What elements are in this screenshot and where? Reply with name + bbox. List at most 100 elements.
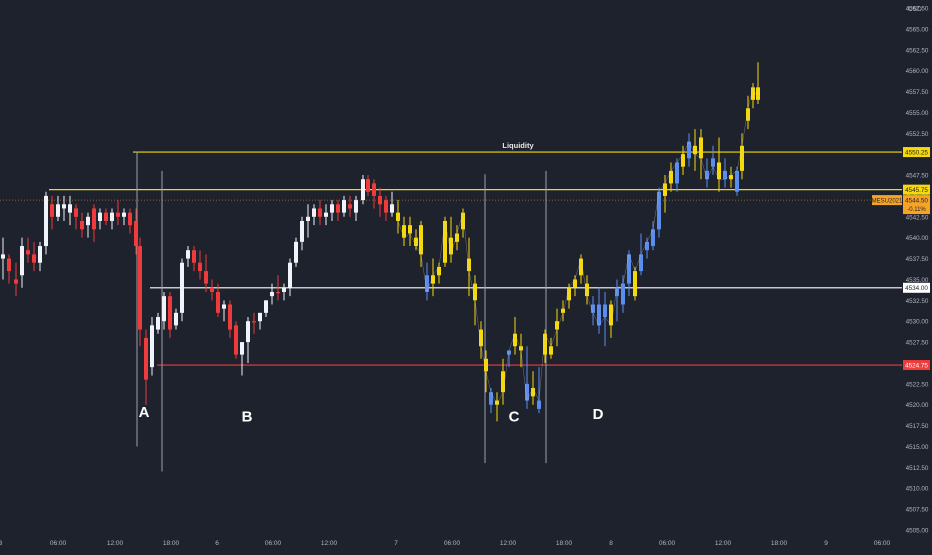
- candle-body: [501, 371, 505, 393]
- y-tick-label: 4540.00: [906, 235, 929, 242]
- candle-body: [98, 212, 102, 221]
- candle-body: [549, 346, 553, 355]
- candle: [44, 191, 48, 255]
- candle: [419, 220, 423, 267]
- candle-body: [204, 271, 208, 284]
- y-tick-label: 4547.50: [906, 173, 929, 180]
- candle-body: [252, 321, 256, 323]
- candle-body: [44, 195, 48, 247]
- candle: [282, 283, 286, 301]
- y-tick-label: 4522.50: [906, 381, 929, 388]
- candle-body: [246, 321, 250, 343]
- candle-body: [134, 220, 138, 247]
- candle: [240, 342, 244, 376]
- candle-body: [348, 204, 352, 209]
- candle-body: [192, 250, 196, 263]
- candle: [378, 187, 382, 217]
- candle-body: [408, 225, 412, 234]
- candle: [443, 216, 447, 267]
- candle-body: [669, 170, 673, 184]
- candle-body: [633, 271, 637, 297]
- currency-label: USD: [908, 6, 922, 13]
- candle-body: [270, 291, 274, 297]
- candle-body: [282, 287, 286, 292]
- candle: [192, 246, 196, 272]
- candle: [621, 275, 625, 313]
- candle: [294, 237, 298, 267]
- last-price-label: 4544.50: [905, 197, 928, 204]
- candle: [699, 129, 703, 180]
- candle: [144, 329, 148, 405]
- candle: [717, 137, 721, 192]
- y-tick-label: 4530.00: [906, 319, 929, 326]
- candle-body: [651, 229, 655, 247]
- candle-body: [693, 145, 697, 155]
- candle: [80, 212, 84, 238]
- price-tag: [903, 184, 930, 195]
- candle: [396, 200, 400, 234]
- candle: [366, 175, 370, 196]
- candle: [50, 195, 54, 230]
- candle-body: [222, 304, 226, 309]
- candle-body: [288, 262, 292, 288]
- price-path: [397, 86, 759, 406]
- candle-body: [174, 312, 178, 326]
- price-tag-label: 4534.00: [905, 285, 928, 292]
- candle: [693, 129, 697, 171]
- candle: [168, 291, 172, 338]
- candle: [156, 312, 160, 334]
- candle-body: [479, 329, 483, 347]
- candle-body: [455, 233, 459, 242]
- candle-body: [627, 254, 631, 284]
- candle: [186, 246, 190, 267]
- y-tick-label: 4510.00: [906, 486, 929, 493]
- candle-body: [240, 342, 244, 355]
- candle-body: [603, 304, 607, 318]
- candle: [681, 145, 685, 176]
- candle: [479, 321, 483, 359]
- candle-body: [294, 241, 298, 263]
- candle-body: [80, 220, 84, 230]
- symbol-tag: [872, 195, 902, 206]
- candle: [645, 237, 649, 259]
- x-tick-label: 12:00: [107, 540, 124, 547]
- y-tick-label: 4557.50: [906, 89, 929, 96]
- candle: [408, 216, 412, 247]
- candle-body: [473, 283, 477, 301]
- candle: [26, 237, 30, 263]
- candle: [252, 312, 256, 334]
- candle: [104, 208, 108, 226]
- candle: [675, 158, 679, 192]
- candle-body: [342, 200, 346, 213]
- level-label: Liquidity: [502, 141, 534, 150]
- candle: [270, 283, 274, 305]
- candle-body: [122, 212, 126, 217]
- y-tick-label: 4535.00: [906, 277, 929, 284]
- candle-body: [216, 291, 220, 313]
- candle-body: [449, 237, 453, 255]
- candle: [342, 195, 346, 217]
- y-tick-label: 4517.50: [906, 423, 929, 430]
- candle: [264, 300, 268, 318]
- candle: [14, 262, 18, 297]
- candle: [56, 195, 60, 221]
- candle-body: [300, 220, 304, 242]
- candle-body: [210, 287, 214, 292]
- candle: [246, 317, 250, 363]
- candle-body: [746, 108, 750, 121]
- candle-body: [384, 200, 388, 213]
- candle: [32, 241, 36, 272]
- annotation-label-a: A: [139, 404, 150, 421]
- candle: [138, 237, 142, 347]
- candle: [513, 317, 517, 355]
- candle-body: [663, 183, 667, 196]
- candle: [198, 250, 202, 280]
- candle: [7, 254, 11, 284]
- candle: [306, 204, 310, 238]
- candle: [1, 237, 5, 280]
- candle-body: [128, 212, 132, 226]
- candle-body: [1, 254, 5, 259]
- candle: [361, 175, 365, 205]
- x-tick-label: 18:00: [771, 540, 788, 547]
